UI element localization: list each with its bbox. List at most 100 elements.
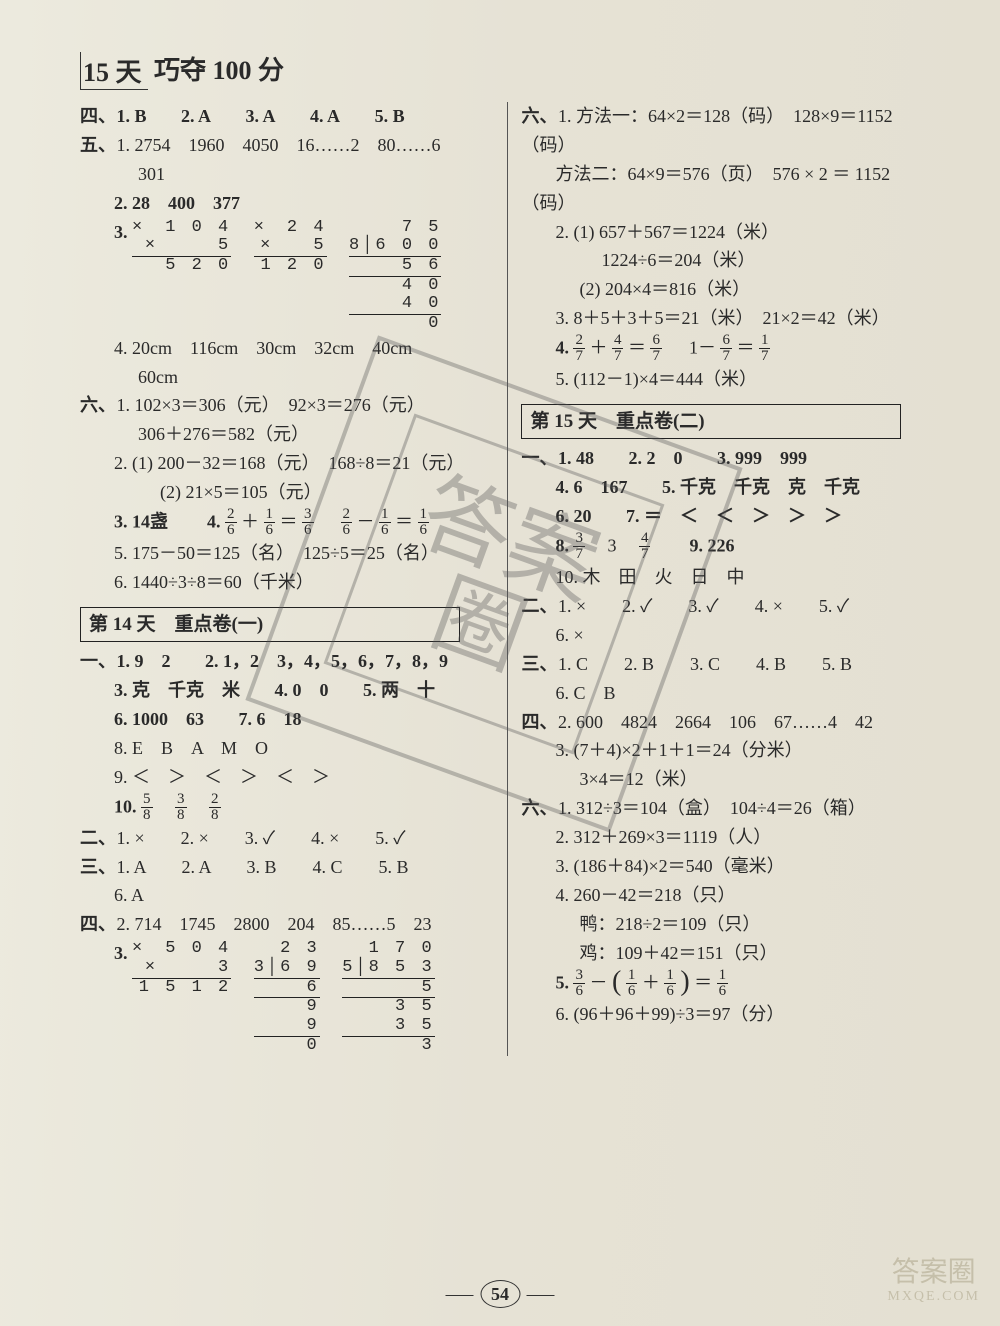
op: ＝ [628,338,646,358]
d1d: 0 [349,314,441,334]
dd: 5│8 5 3 [342,959,434,978]
fn: 5 [141,792,153,808]
fd: 8 [141,808,153,823]
frac-2-7: 27 [573,333,585,364]
frac-6-7: 67 [650,333,662,364]
sec6-label: 六、 [80,392,112,420]
d15-s6-q5: 5. 36 － ( 16 ＋ 16 ) ＝ 16 [521,969,940,1000]
fn: 2 [209,792,221,808]
div-69-3: 2 3 3│6 9 6 9 9 0 [254,940,320,1055]
div-853-5: 1 7 0 5│8 5 3 5 3 5 3 5 3 [342,940,434,1055]
fn: 2 [341,507,353,523]
d15-s1-q3: 3. 999 999 [717,448,807,468]
op: ＋ [642,972,660,992]
d14-s4: 四、 2. 714 1745 2800 204 85……5 23 [80,911,499,939]
frac-2-6b: 26 [341,507,353,538]
d14-s1-q4: 4. 0 0 [275,680,329,700]
fd: 6 [717,984,729,999]
dd: 3│6 9 [254,959,320,978]
d14-s2: 二、 1. × 2. × 3. ✓ 4. × 5. ✓ [80,825,499,853]
d15-s2-q: 1. × 2. ✓ 3. ✓ 4. × 5. ✓ [558,596,849,616]
d15-s6-q2: 2. 312＋269×3＝1119（人） [521,824,940,852]
d15-s1-q8-label: 8. [555,536,569,556]
r-s6-q4: 4. 27 ＋ 47 ＝ 67 1－ 67 ＝ 17 [521,334,940,365]
sec5-label: 五、 [80,132,112,160]
two-column-layout: 四、 1. B 2. A 3. A 4. A 5. B 五、 1. 2754 1… [80,102,940,1056]
d14-s2-q: 1. × 2. × 3. ✓ 4. × 5. ✓ [117,828,406,848]
l1: × 5 0 4 [132,940,231,959]
s5-q2-text: 2. 28 400 377 [114,193,240,213]
fd: 6 [225,523,237,538]
frac-1-6e: 16 [664,968,676,999]
frac-3-6a: 36 [573,968,585,999]
s4-q3: 3. A [246,106,276,126]
d14-s2-label: 二、 [80,825,112,853]
page-number: 54 [444,1280,557,1308]
d15-s6-q4b: 鸭：218÷2＝109（只） [521,911,940,939]
d15-s3-q: 1. C 2. B 3. C 4. B 5. B [558,654,852,674]
d14-s4-label: 四、 [80,911,112,939]
a: 6 [254,978,320,998]
fd: 6 [379,523,391,538]
r-s6-q5: 5. (112－1)×4＝444（米） [521,366,940,394]
d1b: 4 0 [349,276,441,296]
m2l3: 1 2 0 [254,256,327,276]
s6-q6: 6. 1440÷3÷8＝60（千米） [80,569,499,597]
r-s6-q1c: 方法二：64×9＝576（页） 576 × 2 ＝ 1152 [521,161,940,189]
d14-s3-q1: 1. A 2. A 3. B 4. C 5. B [117,857,409,877]
d15-s1-label: 一、 [521,445,553,473]
d14-s1-q10: 10. 58 38 28 [80,793,499,824]
m2l1: × 2 4 [254,219,327,238]
s6-q1a: 1. 102×3＝306（元） 92×3＝276（元） [117,395,425,415]
d15-s6: 六、 1. 312÷3＝104（盒） 104÷4＝26（箱） [521,795,940,823]
d15-s4-label: 四、 [521,709,553,737]
d15-s1-q8-9: 8. 37 3 47 9. 226 [521,532,940,563]
op: ＝ [395,512,413,532]
fd: 6 [626,984,638,999]
d14-s1-q5: 5. 两 十 [363,680,435,700]
d15-s2: 二、 1. × 2. ✓ 3. ✓ 4. × 5. ✓ [521,593,940,621]
fd: 7 [759,349,771,364]
c: 9 [254,1017,320,1036]
d14-s1-q3: 3. 克 千克 米 [114,680,240,700]
fd: 6 [264,523,276,538]
fn: 4 [612,333,624,349]
r-s6-q3: 3. 8＋5＋3＋5＝21（米） 21×2＝42（米） [521,305,940,333]
page: 15 天 巧夺 100 分 四、 1. B 2. A 3. A 4. A 5. … [0,0,1000,1326]
fd: 7 [650,349,662,364]
d15-s2-label: 二、 [521,593,553,621]
s6-q5: 5. 175－50＝125（名） 125÷5＝25（名） [80,540,499,568]
corner-top: 答案圈 [892,1257,976,1288]
d14-s1-q1: 1. 9 2 [117,651,171,671]
sec6-row: 六、 1. 102×3＝306（元） 92×3＝276（元） [80,392,499,420]
title-prefix: 15 天 [80,52,148,90]
s4-q5: 5. B [375,106,405,126]
frac-1-6f: 16 [717,968,729,999]
r-s6-q2c: (2) 204×4＝816（米） [521,276,940,304]
d1c: 4 0 [349,295,441,314]
fd: 7 [573,547,585,562]
frac-1-6c: 16 [418,507,430,538]
s5-q4b: 60cm [80,364,499,392]
d15-s1-q6: 6. 20 [555,506,591,526]
fn: 1 [664,968,676,984]
d14-s1: 一、 1. 9 2 2. 1，2 3，4，5，6，7，8，9 [80,648,499,676]
day14-header: 第 14 天 重点卷(一) [80,607,460,642]
d14-s1-q10-label: 10. [114,796,137,816]
fn: 3 [573,531,585,547]
r-s6-q1a: 1. 方法一：64×2＝128（码） 128×9＝1152 [558,106,893,126]
d14-s4-q2: 2. 714 1745 2800 204 85……5 23 [117,914,432,934]
fn: 6 [720,333,732,349]
frac-3-8: 38 [175,792,187,823]
d: 3 [342,1036,434,1056]
mul-24x5: × 2 4 × 5 1 2 0 [254,219,327,276]
page-number-value: 54 [480,1280,520,1308]
t: 2 3 [254,940,320,959]
d15-s1-q7: 7. ＝ ＜ ＜ ＞ ＞ ＞ [626,506,842,526]
s5-q2: 2. 28 400 377 [80,190,499,218]
sp [666,338,684,358]
d15-s6-q4c: 鸡：109＋42＝151（只） [521,940,940,968]
d15-s1-l2: 4. 6 167 5. 千克 千克 克 千克 [521,474,940,502]
rparen: ) [680,974,689,991]
fd: 6 [664,984,676,999]
